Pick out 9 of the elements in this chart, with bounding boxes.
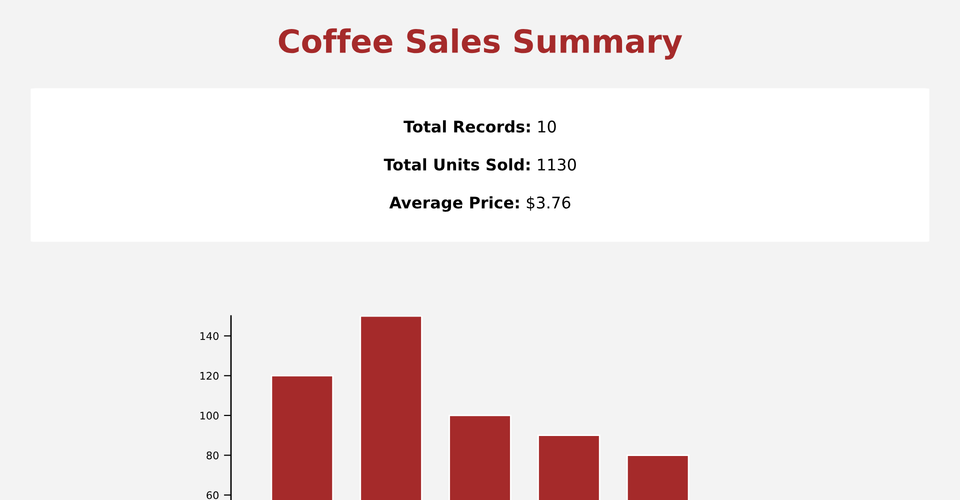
text: Average Price: $3.76 [389,196,570,212]
text: Total Records: 10 [404,120,556,133]
y-tick-label: 140 [200,332,218,340]
y-tick-label: 100 [200,412,218,420]
text: Total Units Sold: 1130 [384,158,576,171]
y-tick-label: 60 [206,491,219,500]
y-tick-label: 120 [200,372,218,380]
y-tick-label: 80 [206,451,219,460]
text: Coffee Sales Summary [278,28,682,60]
